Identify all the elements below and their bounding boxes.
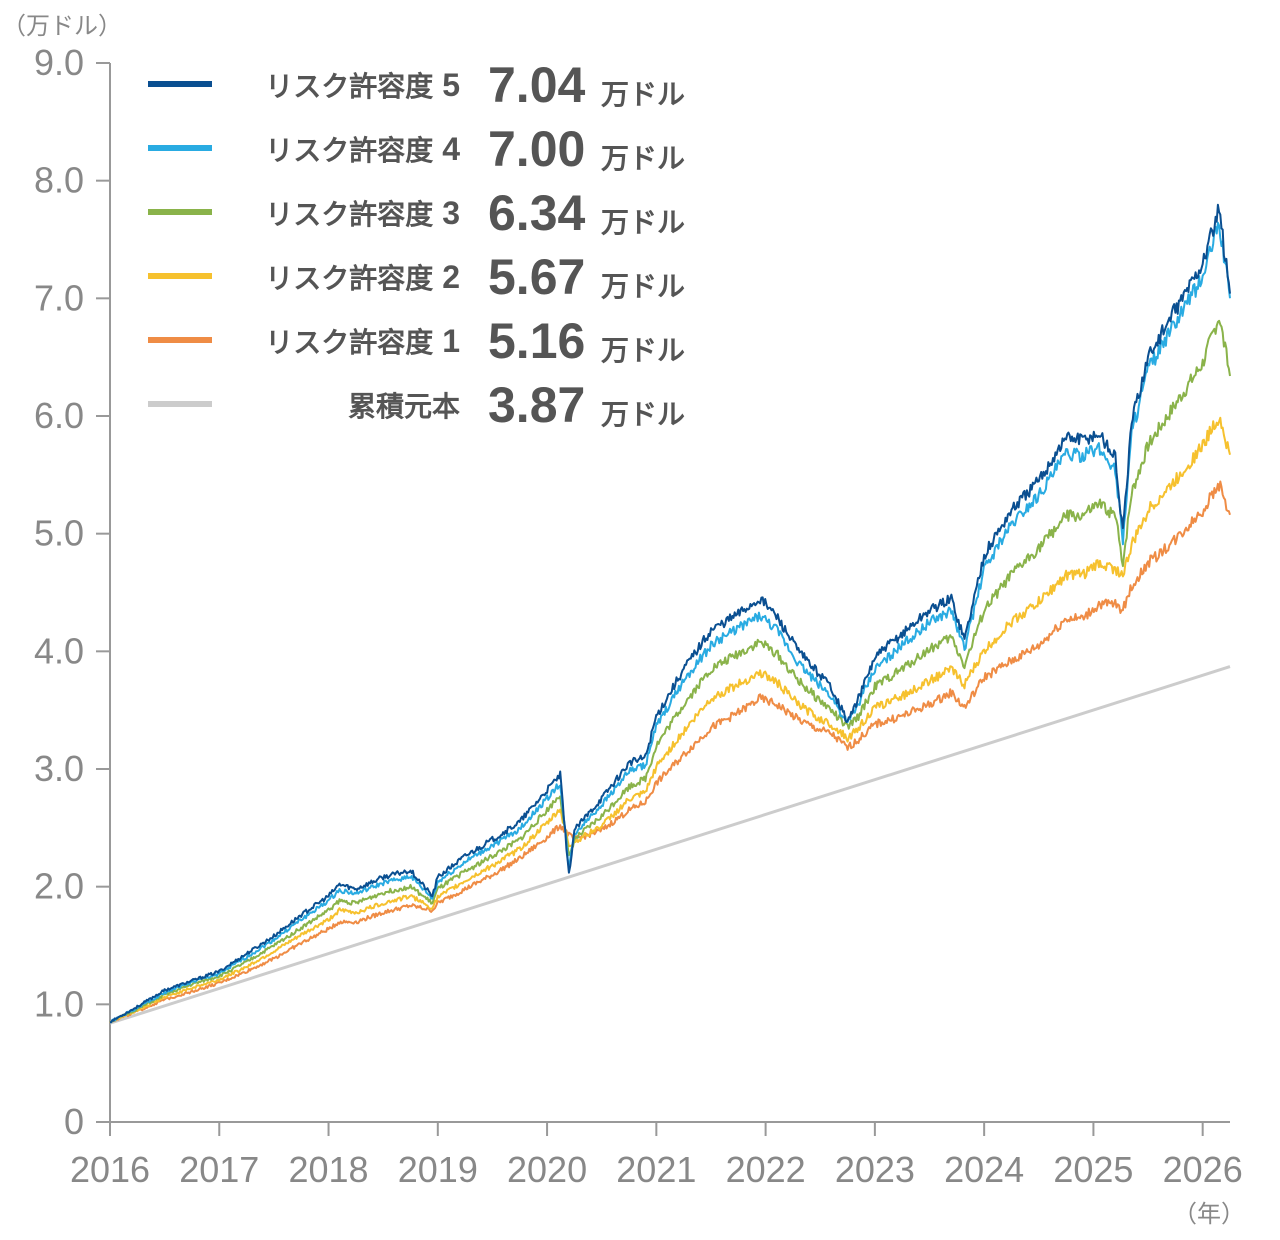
x-tick-label: 2016 xyxy=(70,1149,150,1190)
x-tick-label: 2018 xyxy=(288,1149,368,1190)
legend-label: リスク許容度 2 xyxy=(265,259,460,295)
y-tick-label: 2.0 xyxy=(34,866,84,907)
legend-value: 3.87 xyxy=(488,377,585,433)
series-line xyxy=(109,319,1231,1024)
series-line xyxy=(109,480,1231,1024)
x-tick-label: 2020 xyxy=(507,1149,587,1190)
series-line xyxy=(109,665,1231,1025)
y-tick-label: 7.0 xyxy=(34,277,84,318)
x-tick-label: 2026 xyxy=(1163,1149,1243,1190)
legend-value: 7.00 xyxy=(488,121,585,177)
legend-value: 6.34 xyxy=(488,185,586,241)
y-tick-label: 0 xyxy=(64,1101,84,1142)
y-tick-label: 8.0 xyxy=(34,160,84,201)
y-tick-label: 9.0 xyxy=(34,42,84,83)
legend-unit: 万ドル xyxy=(601,142,685,175)
legend-label: リスク許容度 1 xyxy=(265,323,460,359)
legend-unit: 万ドル xyxy=(601,78,685,111)
x-tick-label: 2022 xyxy=(726,1149,806,1190)
y-tick-label: 5.0 xyxy=(34,513,84,554)
x-tick-label: 2021 xyxy=(616,1149,696,1190)
x-tick-label: 2019 xyxy=(398,1149,478,1190)
legend-value: 7.04 xyxy=(488,57,586,113)
legend-unit: 万ドル xyxy=(601,334,685,367)
y-tick-label: 6.0 xyxy=(34,395,84,436)
legend-label: リスク許容度 4 xyxy=(265,131,460,167)
legend-value: 5.67 xyxy=(488,249,585,305)
legend-unit: 万ドル xyxy=(601,398,685,431)
legend-unit: 万ドル xyxy=(601,270,685,303)
y-tick-label: 4.0 xyxy=(34,630,84,671)
x-tick-label: 2024 xyxy=(944,1149,1024,1190)
series-lines xyxy=(109,203,1231,1025)
y-tick-label: 1.0 xyxy=(34,983,84,1024)
y-axis-unit-label: （万ドル） xyxy=(2,12,122,40)
series-line xyxy=(109,416,1231,1024)
x-tick-label: 2023 xyxy=(835,1149,915,1190)
legend-label: リスク許容度 3 xyxy=(265,195,460,231)
x-tick-label: 2025 xyxy=(1053,1149,1133,1190)
series-line xyxy=(110,203,1231,1024)
legend-label: 累積元本 xyxy=(348,390,460,423)
x-axis-unit-label: （年） xyxy=(1173,1200,1245,1228)
axes: 0 1.0 2.0 3.0 4.0 5.0 6.0 7.0 8.0 9.0 2016 2017 2018… xyxy=(34,42,1243,1190)
y-tick-label: 3.0 xyxy=(34,748,84,789)
legend-value: 5.16 xyxy=(488,313,585,369)
legend-label: リスク許容度 5 xyxy=(265,67,460,103)
x-tick-label: 2017 xyxy=(179,1149,259,1190)
series-line xyxy=(109,221,1231,1024)
legend-unit: 万ドル xyxy=(601,206,685,239)
